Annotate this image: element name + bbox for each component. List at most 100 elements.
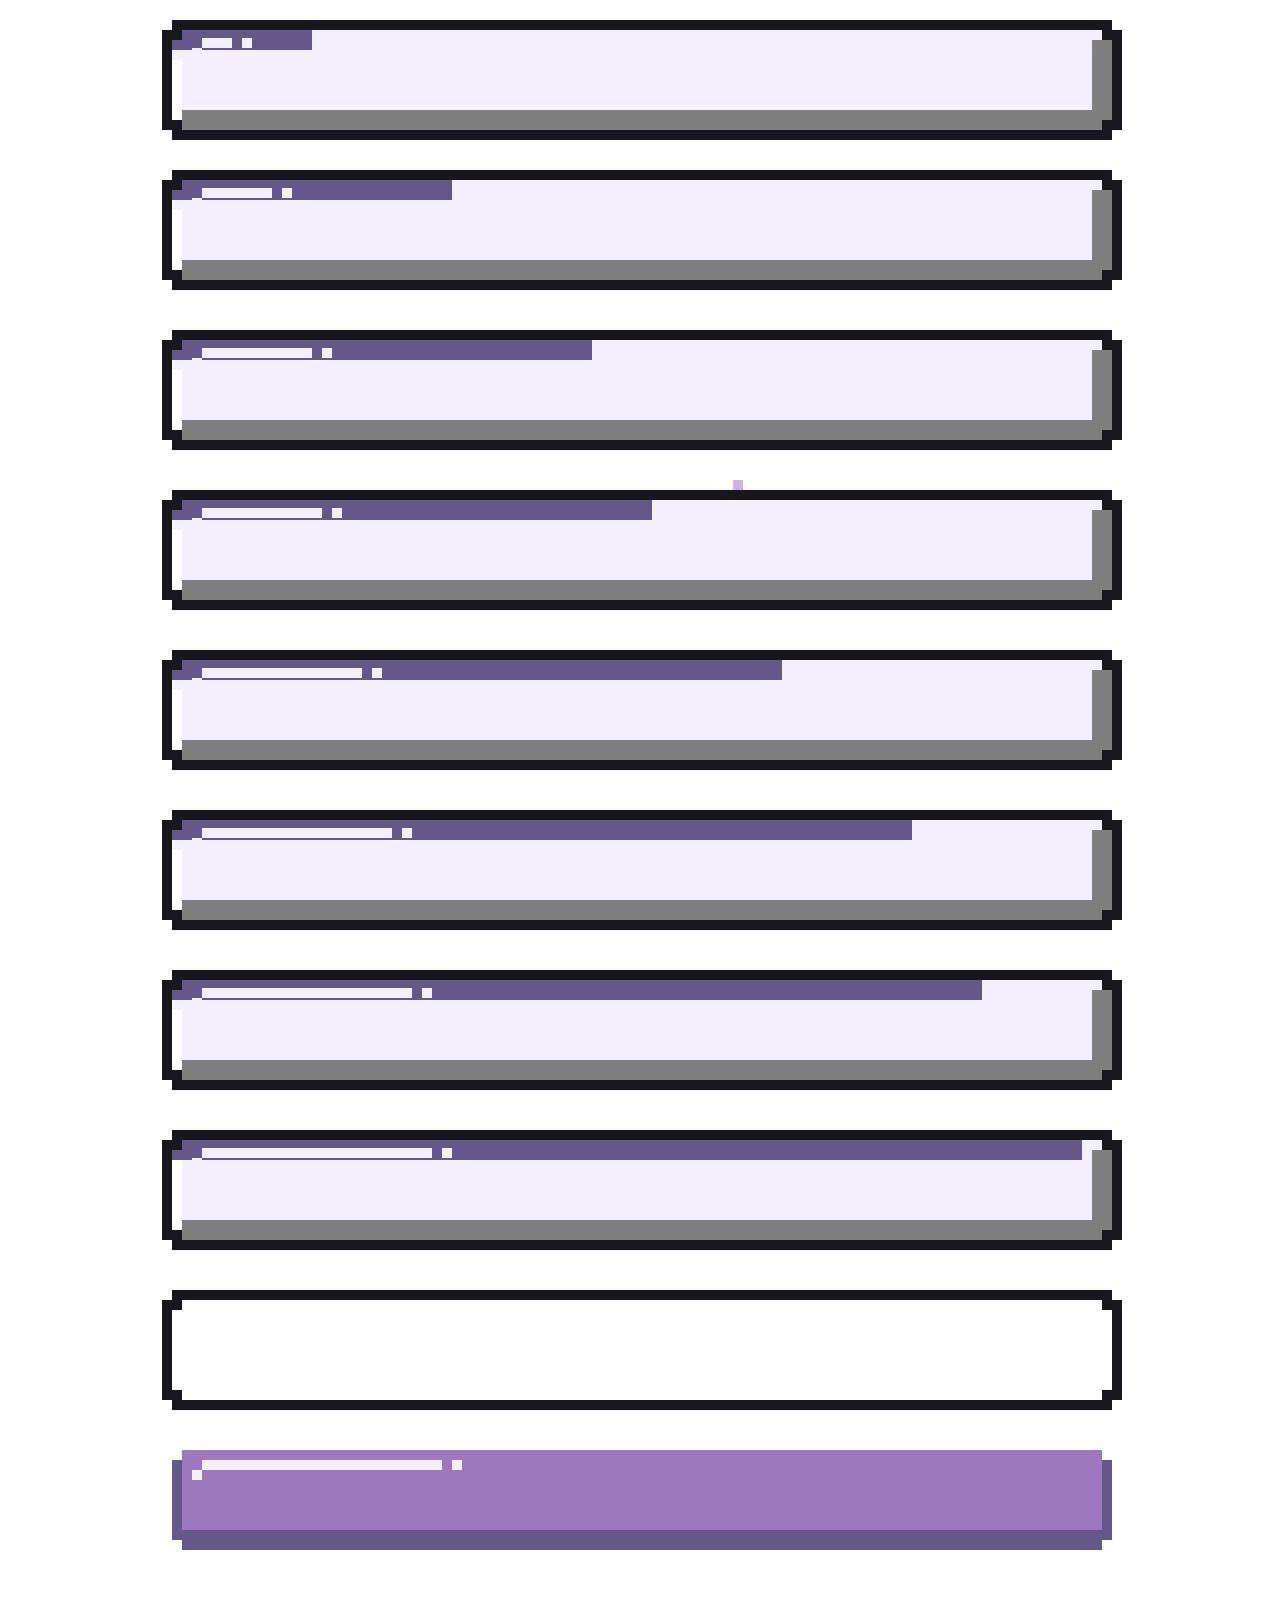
bar-outline-corner xyxy=(172,1300,182,1310)
bar-highlight-corner xyxy=(192,1470,202,1480)
bar-highlight-line xyxy=(202,348,312,358)
bar-track-shadow-right xyxy=(1092,830,1112,910)
bar-outline-bottom xyxy=(172,1240,1112,1250)
bar-outline-top xyxy=(172,810,1112,820)
bar-outline-right xyxy=(1112,180,1122,280)
bar-outline-top xyxy=(172,490,1112,500)
bar-highlight-line xyxy=(202,508,322,518)
bar-outline-corner xyxy=(172,1140,182,1150)
bar-outline-corner xyxy=(1102,1070,1112,1080)
bar-outline-corner xyxy=(1102,340,1112,350)
bar-outline-right xyxy=(1112,660,1122,760)
bar-highlight-line xyxy=(202,828,392,838)
bar-track-shadow xyxy=(182,110,1102,130)
bar-outline-corner xyxy=(1102,1390,1112,1400)
bar-fill-notch xyxy=(172,520,182,530)
bar-track-shadow xyxy=(182,740,1102,760)
bar-track-shadow xyxy=(182,1060,1102,1080)
bar-highlight-corner xyxy=(192,358,202,368)
bar-highlight-dot xyxy=(402,828,412,838)
bar-fill-shade-right xyxy=(1102,1460,1112,1540)
bar-track-shadow-right xyxy=(1092,190,1112,270)
bar-outline-right xyxy=(1112,500,1122,600)
bar-outline-corner xyxy=(172,430,182,440)
bar-outline-corner xyxy=(1102,120,1112,130)
bar-outline-corner xyxy=(1102,430,1112,440)
bar-outline-corner xyxy=(172,1070,182,1080)
bar-highlight-corner xyxy=(192,838,202,848)
bar-outline-corner xyxy=(172,120,182,130)
bar-outline-corner xyxy=(172,660,182,670)
bar-highlight-line xyxy=(202,668,362,678)
bar-outline-top xyxy=(172,330,1112,340)
bar-outline-corner xyxy=(172,750,182,760)
bar-highlight-line xyxy=(202,988,412,998)
bar-fill-notch xyxy=(172,200,182,210)
bar-track-shadow-right xyxy=(1092,510,1112,590)
bar-outline-right xyxy=(1112,980,1122,1080)
progress-bar-8 xyxy=(162,1130,1122,1250)
bar-outline-corner xyxy=(1102,30,1112,40)
bar-outline-corner xyxy=(172,1390,182,1400)
bar-outline-bottom xyxy=(172,280,1112,290)
bar-highlight-corner xyxy=(192,518,202,528)
bar-outline-top xyxy=(172,970,1112,980)
bar-fill-notch xyxy=(172,360,182,370)
bar-outline-right xyxy=(1112,1140,1122,1240)
bar-outline-left xyxy=(162,1140,172,1240)
progress-bar-3 xyxy=(162,330,1122,450)
bar-outline-corner xyxy=(1102,1230,1112,1240)
bar-highlight-corner xyxy=(192,1158,202,1168)
progress-bar-2 xyxy=(162,170,1122,290)
bar-outline-left xyxy=(162,660,172,760)
bar-empty-interior xyxy=(182,1300,1102,1400)
bar-highlight-corner xyxy=(192,998,202,1008)
bar-highlight-line xyxy=(202,1148,432,1158)
bar-fill-notch xyxy=(172,1000,182,1010)
bar-track-shadow xyxy=(182,900,1102,920)
bar-outline-left xyxy=(162,500,172,600)
bar-track-shadow-right xyxy=(1092,40,1112,120)
progress-bar-7 xyxy=(162,970,1122,1090)
bar-fill-notch xyxy=(172,50,182,60)
bar-outline-corner xyxy=(1102,500,1112,510)
bar-outline-corner xyxy=(1102,820,1112,830)
bar-track-shadow-right xyxy=(1092,990,1112,1070)
bar-track-shadow-right xyxy=(1092,1150,1112,1230)
bar-outline-corner xyxy=(1102,1140,1112,1150)
bar-fill-shade-bottom xyxy=(182,1530,1102,1550)
bar-outline-left xyxy=(162,180,172,280)
bar-highlight-dot xyxy=(242,38,252,48)
bar-track-shadow xyxy=(182,260,1102,280)
bar-outline-corner xyxy=(172,500,182,510)
progress-bar-6 xyxy=(162,810,1122,930)
bar-outline-corner xyxy=(1102,980,1112,990)
bar-highlight-dot xyxy=(332,508,342,518)
bar-highlight-dot xyxy=(422,988,432,998)
bar-highlight-dot xyxy=(322,348,332,358)
bar-highlight-dot xyxy=(442,1148,452,1158)
bar-highlight-line xyxy=(202,188,272,198)
bar-highlight-corner xyxy=(192,198,202,208)
progress-bar-empty-frame xyxy=(162,1290,1122,1410)
bar-track-shadow xyxy=(182,420,1102,440)
bar-outline-bottom xyxy=(172,920,1112,930)
bar-track-shadow-right xyxy=(1092,670,1112,750)
bar-outline-right xyxy=(1112,1300,1122,1400)
bar-outline-corner xyxy=(172,590,182,600)
bar-highlight-corner xyxy=(192,48,202,58)
bar-fill-notch xyxy=(172,840,182,850)
bar-outline-bottom xyxy=(172,1400,1112,1410)
sparkle-pixel xyxy=(733,480,743,490)
bar-outline-top xyxy=(172,650,1112,660)
bar-outline-corner xyxy=(1102,180,1112,190)
bar-outline-right xyxy=(1112,30,1122,130)
bar-outline-bottom xyxy=(172,1080,1112,1090)
bar-outline-top xyxy=(172,20,1112,30)
bar-outline-left xyxy=(162,980,172,1080)
bar-outline-left xyxy=(162,340,172,440)
bar-highlight-line xyxy=(202,1460,442,1470)
bar-outline-corner xyxy=(172,180,182,190)
bar-outline-corner xyxy=(172,980,182,990)
progress-bar-5 xyxy=(162,650,1122,770)
